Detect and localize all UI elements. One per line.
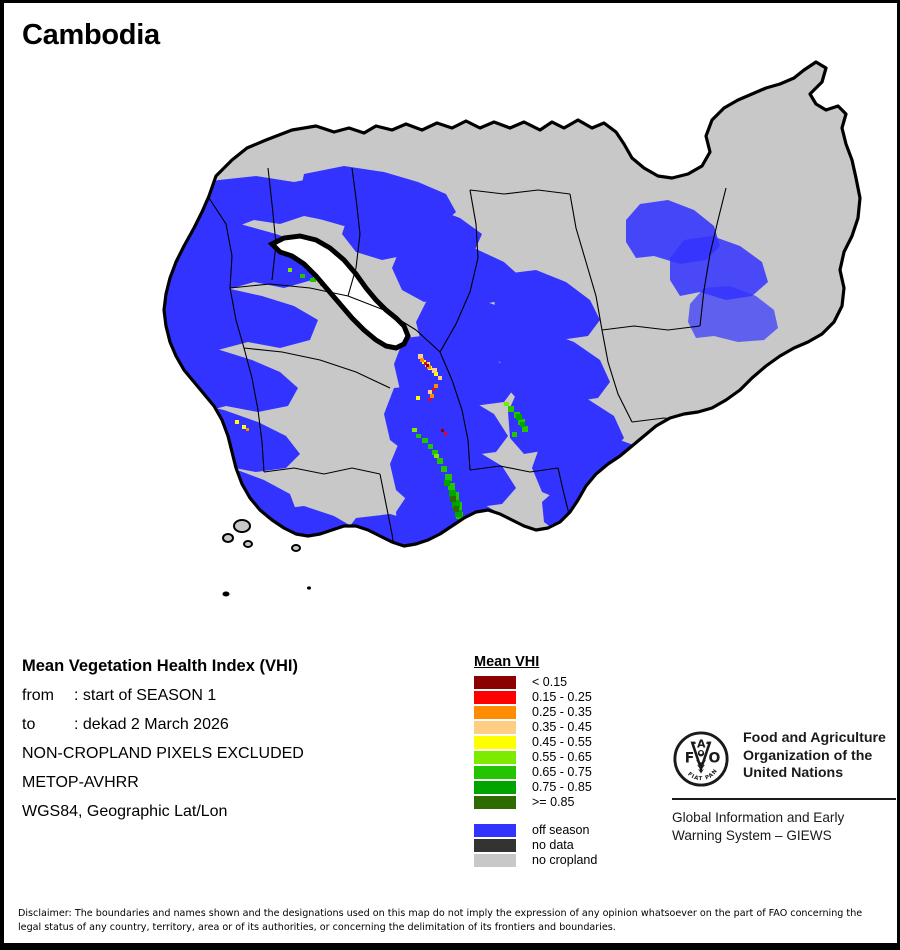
legend-class-row: 0.75 - 0.85 — [474, 780, 597, 795]
legend-class-label: < 0.15 — [532, 675, 568, 689]
fao-giews-text: Global Information and Early Warning Sys… — [672, 809, 896, 845]
fao-sub-line1: Global Information and Early — [672, 810, 845, 825]
info-header: Mean Vegetation Health Index (VHI) — [22, 657, 298, 675]
legend-status-label: off season — [532, 823, 590, 837]
map-islands — [222, 519, 301, 552]
legend-class-row: >= 0.85 — [474, 795, 597, 810]
legend-status-swatch — [474, 854, 516, 867]
info-to-key: to — [22, 716, 36, 733]
legend-title: Mean VHI — [474, 654, 540, 670]
info-line-sensor: METOP-AVHRR — [22, 774, 139, 791]
page-title: Cambodia — [22, 19, 160, 51]
legend-status-row: no cropland — [474, 853, 597, 868]
legend-spacer — [474, 810, 597, 823]
legend-class-swatch — [474, 676, 516, 689]
legend-class-swatch — [474, 766, 516, 779]
legend-status-label: no cropland — [532, 853, 598, 867]
legend-class-row: 0.45 - 0.55 — [474, 735, 597, 750]
disclaimer-text: Disclaimer: The boundaries and names sho… — [18, 908, 863, 933]
legend-class-swatch — [474, 736, 516, 749]
info-from-row: from : start of SEASON 1 — [22, 687, 452, 705]
svg-text:O: O — [709, 750, 721, 766]
legend-class-label: 0.65 - 0.75 — [532, 765, 592, 779]
fao-logo-row: F A O FIAT PANIS Food and Agriculture Or… — [672, 730, 896, 788]
legend-class-label: 0.15 - 0.25 — [532, 690, 592, 704]
map-info-block: Mean Vegetation Health Index (VHI) from … — [22, 657, 452, 832]
legend-class-row: < 0.15 — [474, 675, 597, 690]
legend-class-swatch — [474, 781, 516, 794]
legend-class-swatch — [474, 691, 516, 704]
legend-class-row: 0.35 - 0.45 — [474, 720, 597, 735]
legend-status-label: no data — [532, 838, 574, 852]
svg-text:F: F — [685, 750, 695, 766]
legend-class-label: 0.35 - 0.45 — [532, 720, 592, 734]
fao-org-line2: Organization of the — [743, 747, 873, 764]
info-from-value: : start of SEASON 1 — [74, 687, 217, 704]
legend-class-row: 0.25 - 0.35 — [474, 705, 597, 720]
fao-org-line3: United Nations — [743, 765, 844, 781]
fao-org-name: Food and Agriculture Organization of the… — [743, 730, 886, 783]
map-canvas[interactable] — [4, 48, 897, 648]
legend-status-swatch — [474, 839, 516, 852]
legend-class-label: >= 0.85 — [532, 795, 575, 809]
legend-status-swatch — [474, 824, 516, 837]
legend-class-label: 0.55 - 0.65 — [532, 750, 592, 764]
fao-divider — [672, 798, 896, 800]
legend-class-row: 0.15 - 0.25 — [474, 690, 597, 705]
legend-class-swatch — [474, 796, 516, 809]
map-legend: Mean VHI < 0.15 0.15 - 0.25 0.25 - 0.35 0.3… — [474, 653, 597, 868]
legend-status-list: off season no data no cropland — [474, 823, 597, 868]
legend-status-row: no data — [474, 838, 597, 853]
map-province-boundaries — [208, 167, 727, 546]
legend-class-swatch — [474, 706, 516, 719]
legend-class-label: 0.75 - 0.85 — [532, 780, 592, 794]
svg-text:A: A — [697, 737, 706, 750]
info-from-key: from — [22, 687, 54, 704]
legend-class-label: 0.25 - 0.35 — [532, 705, 592, 719]
info-line-cropland: NON-CROPLAND PIXELS EXCLUDED — [22, 745, 304, 762]
legend-class-label: 0.45 - 0.55 — [532, 735, 592, 749]
legend-status-row: off season — [474, 823, 597, 838]
legend-class-swatch — [474, 751, 516, 764]
legend-class-row: 0.65 - 0.75 — [474, 765, 597, 780]
legend-class-row: 0.55 - 0.65 — [474, 750, 597, 765]
fao-sub-line2: Warning System – GIEWS — [672, 828, 832, 843]
info-to-value: : dekad 2 March 2026 — [74, 716, 229, 733]
legend-class-list: < 0.15 0.15 - 0.25 0.25 - 0.35 0.35 - 0.45 0… — [474, 675, 597, 810]
fao-logo-icon: F A O FIAT PANIS — [672, 730, 729, 787]
map-island-specks — [222, 586, 311, 597]
fao-org-line1: Food and Agriculture — [743, 730, 886, 746]
legend-class-swatch — [474, 721, 516, 734]
map-national-boundary — [162, 60, 862, 548]
fao-branding: F A O FIAT PANIS Food and Agriculture Or… — [672, 730, 896, 845]
info-to-row: to : dekad 2 March 2026 — [22, 716, 452, 734]
info-line-projection: WGS84, Geographic Lat/Lon — [22, 803, 228, 820]
cambodia-map-svg[interactable] — [4, 48, 897, 648]
